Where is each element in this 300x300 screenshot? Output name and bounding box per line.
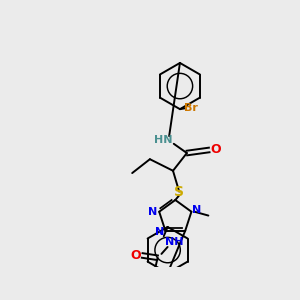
Text: S: S [174,184,184,199]
Text: O: O [130,249,141,262]
Text: O: O [210,143,221,157]
Text: N: N [148,207,158,217]
Text: N: N [192,205,201,215]
Text: N: N [154,227,164,237]
Text: Br: Br [184,103,198,112]
Text: NH: NH [165,237,184,248]
Text: HN: HN [154,135,172,145]
